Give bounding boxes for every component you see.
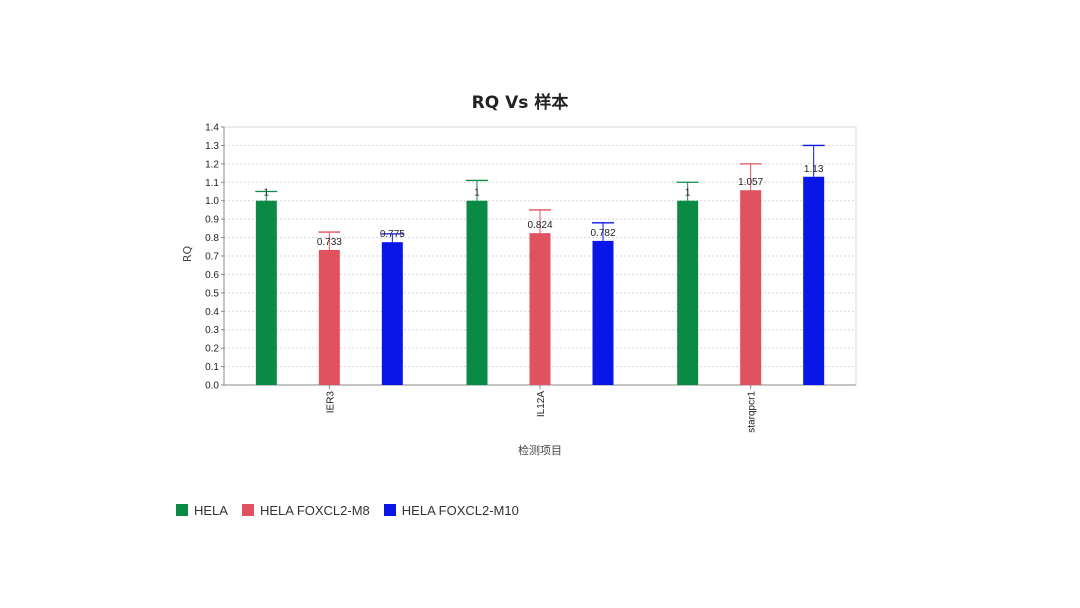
bar	[740, 190, 762, 385]
y-tick-label: 1.0	[205, 196, 219, 207]
y-tick-label: 1.3	[205, 141, 219, 152]
y-axis-label: RQ	[181, 246, 194, 263]
data-label: 0.824	[527, 220, 552, 231]
y-tick-label: 1.2	[205, 159, 219, 170]
y-tick-label: 1.4	[205, 123, 219, 134]
legend-item: HELA FOXCL2-M8	[241, 502, 370, 518]
chart-title: RQ Vs 样本	[472, 92, 569, 113]
plot-area: 0.0 0.1 0.2 0.3 0.4 0.5 0.6 0.7 0.8 0.9 1.0 1.1 1.2 1…	[205, 123, 857, 433]
bar	[255, 200, 277, 385]
y-tick-label: 0.6	[205, 270, 219, 281]
data-label: 0.782	[590, 228, 615, 239]
y-tick-label: 0.9	[205, 215, 219, 226]
x-tick-label: IER3	[325, 391, 336, 414]
data-label: 1	[474, 188, 480, 199]
legend-label: HELA FOXCL2-M10	[401, 502, 519, 518]
bar	[592, 240, 614, 385]
legend-item: HELA FOXCL2-M10	[383, 502, 519, 518]
y-tick-label: 0.4	[205, 307, 219, 318]
data-label: 1	[685, 188, 691, 199]
data-label: 1.057	[738, 177, 763, 188]
y-tick-label: 0.2	[205, 344, 219, 355]
legend-swatch	[176, 504, 188, 516]
legend-label: HELA	[194, 502, 228, 518]
legend: HELA HELA FOXCL2-M8 HELA FOXCL2-M10	[176, 500, 519, 520]
y-tick-label: 0.1	[205, 362, 219, 373]
x-tick-label: IL12A	[536, 391, 547, 417]
data-label: 1.13	[804, 164, 824, 175]
bar	[677, 200, 699, 385]
y-tick-label: 0.7	[205, 252, 219, 263]
legend-swatch	[241, 504, 254, 516]
y-tick-label: 0.3	[205, 325, 219, 336]
data-label: 0.733	[317, 237, 342, 248]
data-label: 1	[264, 188, 270, 199]
bar	[803, 176, 825, 385]
y-tick-label: 0.0	[205, 381, 219, 392]
x-tick-label: starqpcr1	[747, 391, 758, 433]
legend-swatch	[383, 504, 396, 516]
data-label: 0.775	[380, 229, 405, 240]
y-tick-label: 0.5	[205, 288, 219, 299]
bar	[381, 242, 403, 385]
bar	[529, 233, 551, 385]
legend-label: HELA FOXCL2-M8	[259, 502, 370, 518]
y-tick-label: 0.8	[205, 233, 219, 244]
bar	[466, 200, 488, 385]
y-tick-label: 1.1	[205, 178, 219, 189]
bar	[318, 249, 340, 385]
x-axis-label: 检测项目	[518, 443, 562, 457]
legend-item: HELA	[176, 503, 228, 518]
